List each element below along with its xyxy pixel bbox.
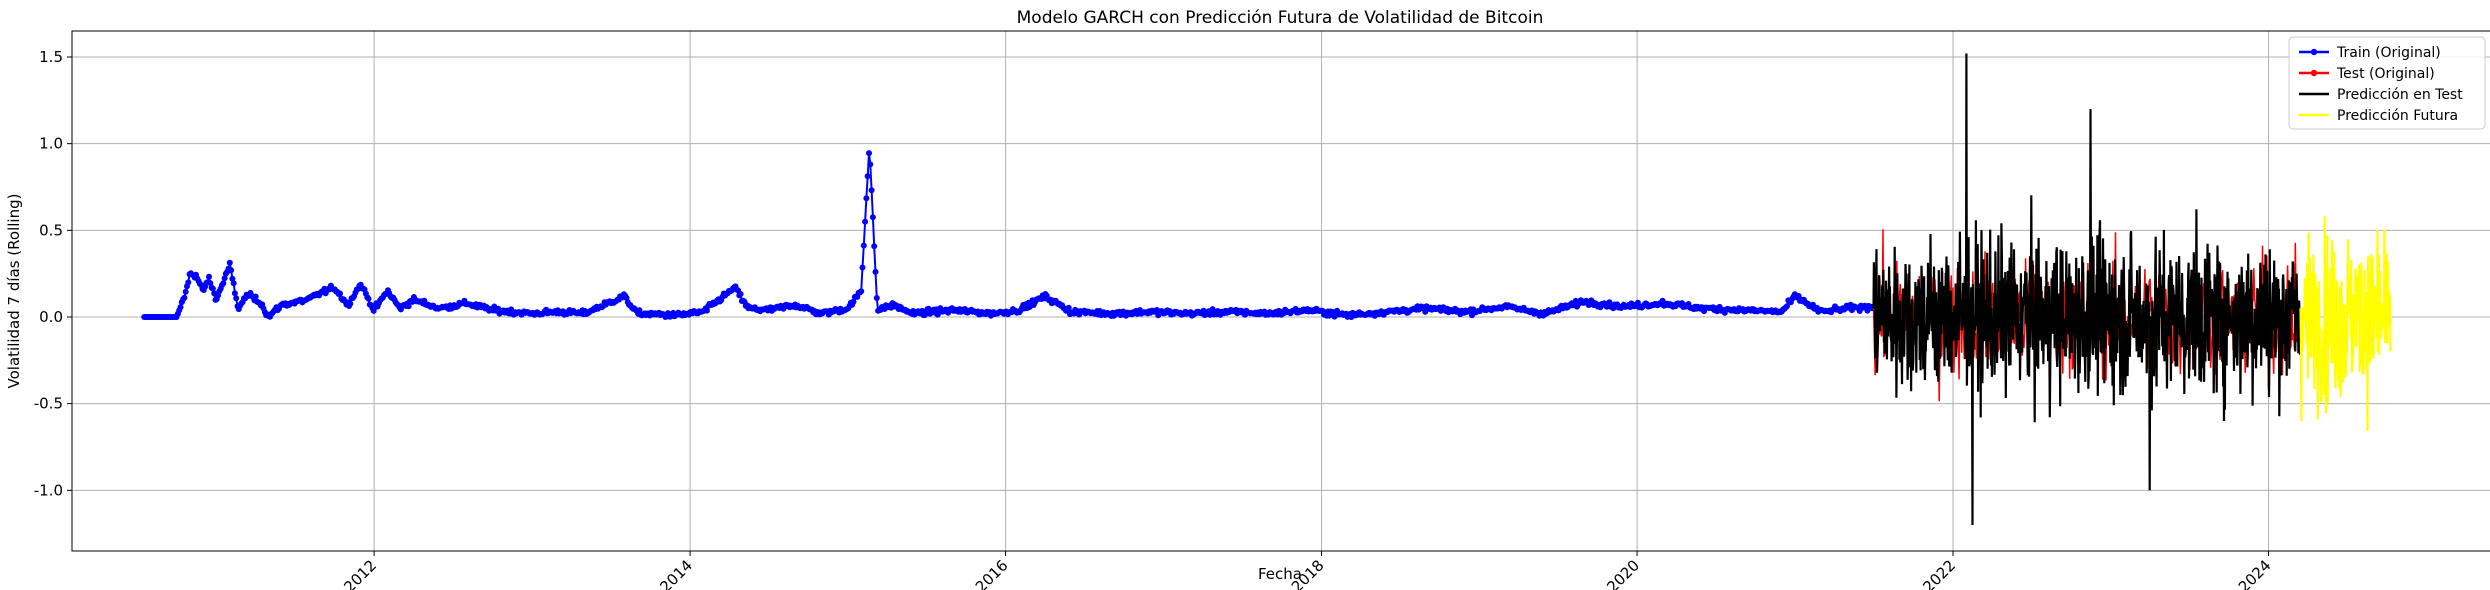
train-point bbox=[209, 285, 216, 292]
y-axis: -1.0 -0.5 0.0 0.5 1.0 1.5 bbox=[34, 48, 72, 499]
train-point bbox=[871, 243, 878, 250]
train-series-markers bbox=[141, 150, 1876, 320]
train-point bbox=[872, 268, 879, 275]
legend-entry-label: Predicción Futura bbox=[2337, 108, 2458, 124]
train-point bbox=[185, 279, 192, 286]
y-tick-label: 0.5 bbox=[39, 221, 63, 239]
train-point bbox=[862, 218, 869, 225]
train-point bbox=[737, 291, 744, 297]
series-layer bbox=[141, 53, 2392, 526]
chart-title: Modelo GARCH con Predicción Futura de Vo… bbox=[1017, 8, 1544, 28]
train-point bbox=[365, 295, 372, 302]
x-axis-label: Fecha bbox=[1258, 565, 1302, 583]
legend-entry-label: Test (Original) bbox=[2336, 66, 2435, 82]
y-tick-label: -0.5 bbox=[34, 395, 63, 413]
train-point bbox=[864, 173, 871, 180]
train-point bbox=[206, 273, 212, 280]
y-tick-label: 1.0 bbox=[39, 135, 63, 153]
train-point bbox=[220, 280, 227, 287]
train-point bbox=[868, 187, 875, 194]
train-point bbox=[230, 280, 237, 287]
legend: Train (Original) Test (Original) Predicció… bbox=[2288, 36, 2486, 130]
y-tick-label: 0.0 bbox=[39, 308, 63, 326]
train-point bbox=[850, 298, 857, 305]
train-point bbox=[703, 307, 710, 314]
train-point bbox=[233, 295, 240, 302]
train-point bbox=[873, 295, 880, 301]
legend-entry-label: Predicción en Test bbox=[2337, 87, 2463, 103]
train-point bbox=[226, 259, 233, 266]
y-axis-label: Volatilidad 7 días (Rolling) bbox=[5, 194, 23, 389]
train-point bbox=[863, 195, 870, 202]
train-point bbox=[337, 290, 343, 297]
train-point bbox=[182, 288, 189, 295]
y-tick-label: -1.0 bbox=[34, 481, 63, 499]
train-point bbox=[231, 290, 238, 297]
train-point bbox=[228, 267, 235, 274]
legend-box bbox=[2288, 36, 2486, 130]
train-point bbox=[1784, 303, 1790, 310]
train-point bbox=[636, 307, 643, 314]
legend-marker bbox=[2310, 48, 2318, 56]
legend-marker bbox=[2310, 69, 2318, 77]
train-point bbox=[405, 303, 412, 310]
plot-area bbox=[71, 30, 2490, 552]
train-point bbox=[221, 275, 228, 282]
train-point bbox=[177, 304, 184, 311]
train-point bbox=[858, 288, 865, 295]
train-point bbox=[181, 294, 188, 301]
train-point bbox=[867, 161, 874, 168]
plot-frame bbox=[71, 30, 2490, 552]
future-prediction-line bbox=[2299, 216, 2392, 431]
train-point bbox=[347, 300, 354, 307]
train-point bbox=[229, 275, 236, 282]
train-point bbox=[869, 214, 876, 221]
train-point bbox=[866, 150, 872, 157]
train-point bbox=[1065, 304, 1072, 311]
legend-entry-label: Train (Original) bbox=[2336, 45, 2441, 61]
train-point bbox=[860, 242, 867, 249]
test-prediction-line bbox=[1872, 53, 2302, 526]
train-point bbox=[252, 293, 259, 300]
y-tick-label: 1.5 bbox=[39, 48, 63, 66]
train-point bbox=[859, 264, 866, 271]
